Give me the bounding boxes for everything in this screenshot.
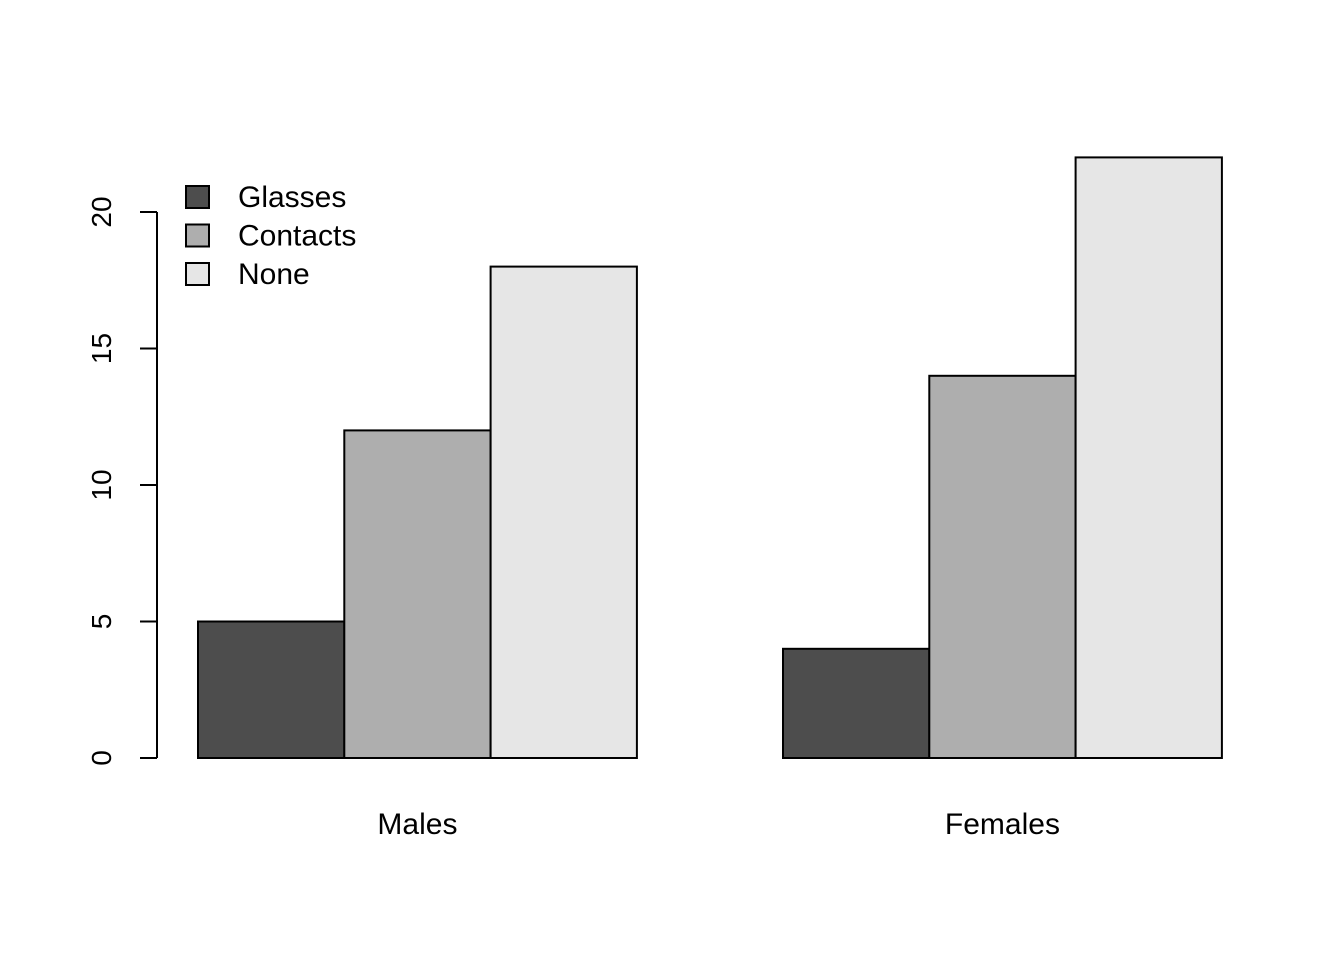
y-tick-label: 15: [86, 333, 117, 364]
bar-males-none: [489, 265, 638, 759]
legend-label: Glasses: [238, 181, 346, 214]
legend: Glasses Contacts None: [185, 181, 356, 291]
y-tick-label: 10: [86, 469, 117, 500]
y-tick-label: 5: [86, 614, 117, 630]
legend-swatch: [185, 185, 210, 209]
bar-females-none: [1074, 156, 1223, 759]
y-axis: 0 5 10 15 20: [86, 196, 158, 766]
category-label: Females: [945, 808, 1060, 841]
bar-females-contacts: [928, 374, 1077, 759]
y-tick-label: 0: [86, 750, 117, 766]
bar-males-contacts: [343, 429, 492, 759]
category-label: Males: [377, 808, 457, 841]
legend-swatch: [185, 223, 210, 248]
legend-label: Contacts: [238, 220, 356, 253]
bar-males-glasses: [197, 620, 346, 759]
legend-swatch: [185, 262, 210, 286]
legend-label: None: [238, 258, 310, 291]
bar-females-glasses: [782, 647, 931, 759]
y-tick-label: 20: [86, 196, 117, 227]
category-labels: Males Females: [377, 808, 1060, 841]
bars-group: [197, 156, 1223, 759]
